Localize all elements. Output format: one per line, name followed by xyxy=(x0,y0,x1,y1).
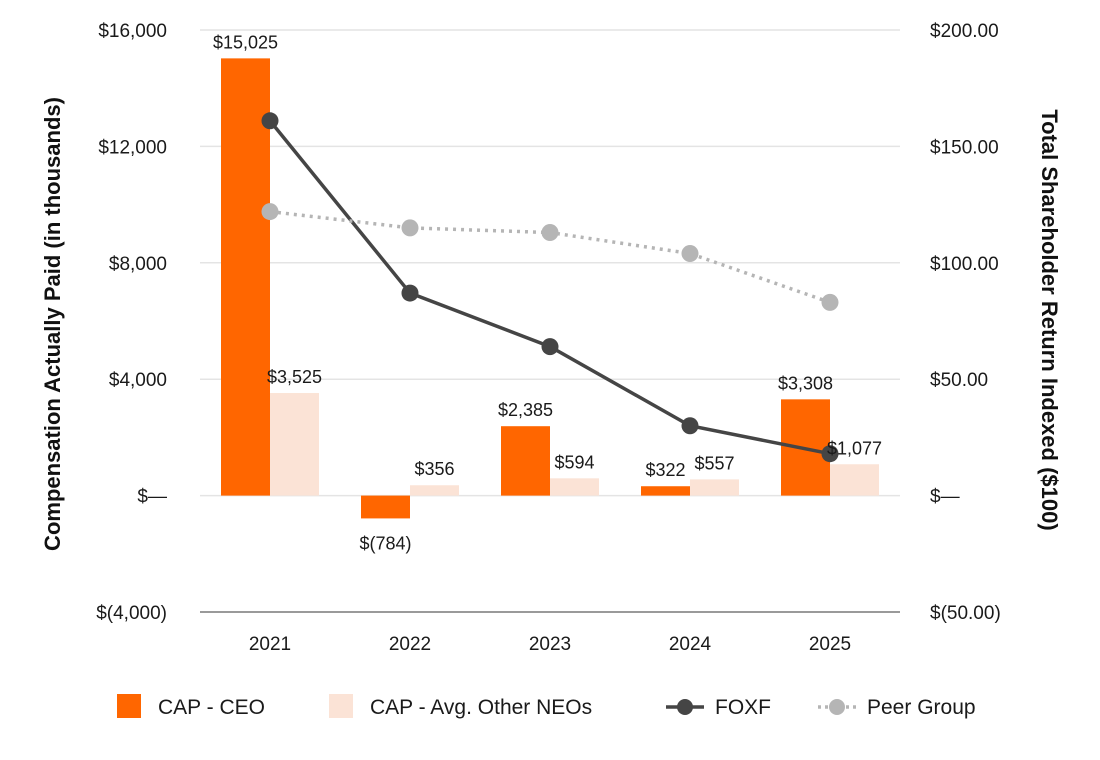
legend-label-cap-ceo: CAP - CEO xyxy=(158,696,265,719)
legend-item-foxf: FOXF xyxy=(666,696,771,719)
point-peer-group xyxy=(541,224,559,242)
bar-cap-ceo xyxy=(641,486,690,496)
legend-swatch-cap-ceo xyxy=(117,694,141,718)
left-axis-ticks: $16,000 $12,000 $8,000 $4,000 $— $(4,000) xyxy=(96,21,167,624)
legend-marker-peer-group xyxy=(829,699,845,715)
data-labels: $15,025 $(784) $2,385 $322 $3,308 $3,525 $356 $… xyxy=(213,32,882,553)
data-label-cap-ceo: $322 xyxy=(645,460,685,480)
point-peer-group xyxy=(681,244,699,262)
right-tick-label: $150.00 xyxy=(930,137,999,158)
bar-cap-avg-other-neos xyxy=(550,478,599,496)
right-tick-label: $200.00 xyxy=(930,21,999,42)
bar-cap-avg-other-neos xyxy=(830,464,879,496)
bar-cap-ceo xyxy=(221,58,270,496)
legend-label-cap-other-neos: CAP - Avg. Other NEOs xyxy=(370,696,592,719)
left-tick-label: $16,000 xyxy=(98,21,167,42)
legend-item-cap-other-neos: CAP - Avg. Other NEOs xyxy=(329,694,592,719)
data-label-cap-ceo: $(784) xyxy=(359,533,411,553)
point-peer-group xyxy=(261,203,279,221)
x-tick-label: 2022 xyxy=(389,634,431,655)
data-label-cap-avg-other-neos: $594 xyxy=(554,452,594,472)
left-tick-label: $(4,000) xyxy=(96,603,167,624)
point-peer-group xyxy=(401,219,419,237)
bars xyxy=(221,58,879,519)
legend-label-foxf: FOXF xyxy=(715,696,771,719)
legend-item-peer-group: Peer Group xyxy=(818,696,976,719)
left-tick-label: $4,000 xyxy=(109,370,167,391)
bar-cap-ceo xyxy=(361,495,410,519)
legend-swatch-cap-other-neos xyxy=(329,694,353,718)
x-axis-ticks: 2021 2022 2023 2024 2025 xyxy=(249,634,851,655)
data-label-cap-ceo: $2,385 xyxy=(498,400,553,420)
right-tick-label: $100.00 xyxy=(930,254,999,275)
right-axis-ticks: $200.00 $150.00 $100.00 $50.00 $— $(50.00) xyxy=(930,21,1001,624)
legend-label-peer-group: Peer Group xyxy=(867,696,976,719)
bar-cap-avg-other-neos xyxy=(410,485,459,496)
point-foxf xyxy=(261,112,279,130)
left-tick-label: $— xyxy=(137,487,167,508)
right-tick-label: $— xyxy=(930,487,960,508)
data-label-cap-avg-other-neos: $557 xyxy=(694,453,734,473)
left-tick-label: $12,000 xyxy=(98,137,167,158)
bar-cap-avg-other-neos xyxy=(270,393,319,496)
x-tick-label: 2021 xyxy=(249,634,291,655)
x-tick-label: 2023 xyxy=(529,634,571,655)
point-foxf xyxy=(821,445,839,463)
right-tick-label: $(50.00) xyxy=(930,603,1001,624)
point-foxf xyxy=(401,284,419,302)
legend: CAP - CEO CAP - Avg. Other NEOs FOXF Pee… xyxy=(117,694,976,719)
right-axis-title: Total Shareholder Return Indexed ($100) xyxy=(1037,109,1062,530)
legend-item-cap-ceo: CAP - CEO xyxy=(117,694,265,719)
point-foxf xyxy=(681,417,699,435)
legend-marker-foxf xyxy=(677,699,693,715)
left-tick-label: $8,000 xyxy=(109,254,167,275)
bar-cap-avg-other-neos xyxy=(690,479,739,496)
data-label-cap-avg-other-neos: $356 xyxy=(414,459,454,479)
lines xyxy=(261,112,839,463)
right-tick-label: $50.00 xyxy=(930,370,988,391)
data-label-cap-avg-other-neos: $3,525 xyxy=(267,367,322,387)
data-label-cap-ceo: $15,025 xyxy=(213,32,278,52)
data-label-cap-avg-other-neos: $1,077 xyxy=(827,438,882,458)
x-tick-label: 2025 xyxy=(809,634,851,655)
data-label-cap-ceo: $3,308 xyxy=(778,373,833,393)
bar-cap-ceo xyxy=(501,426,550,496)
grid-lines xyxy=(200,29,900,613)
x-tick-label: 2024 xyxy=(669,634,712,655)
point-peer-group xyxy=(821,293,839,311)
left-axis-title: Compensation Actually Paid (in thousands… xyxy=(40,97,65,551)
point-foxf xyxy=(541,338,559,356)
